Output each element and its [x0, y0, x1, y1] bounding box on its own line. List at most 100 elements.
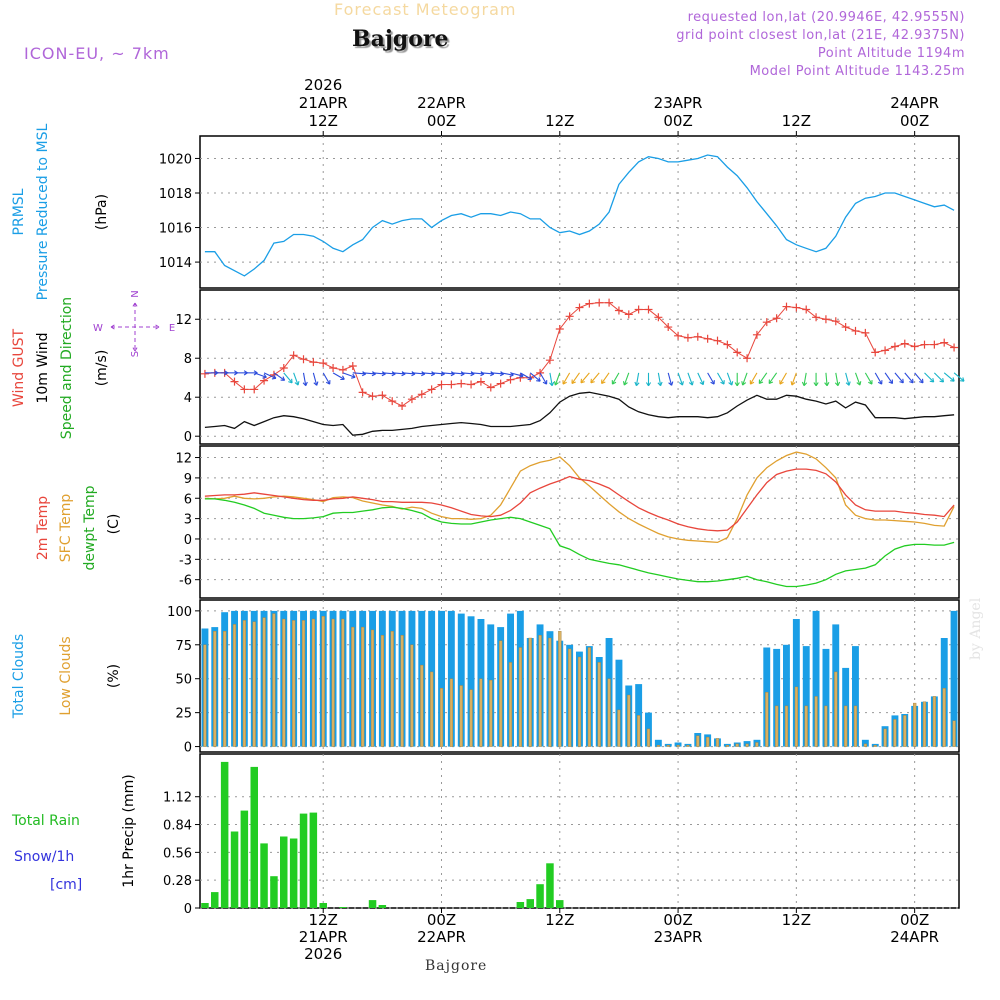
wind-direction-arrow [500, 372, 514, 376]
wind-frame [199, 289, 960, 445]
gust-marker [930, 340, 939, 349]
pressure-unit: (hPa) [94, 194, 110, 230]
low-cloud-bar [873, 745, 877, 747]
wind-direction-arrow [293, 372, 299, 386]
low-cloud-bar [765, 692, 769, 747]
wind-direction-arrow [667, 372, 673, 386]
low-cloud-bar [834, 671, 838, 747]
low-cloud-bar [735, 743, 739, 747]
gust-marker [368, 392, 377, 401]
y-tick-label: 4 [184, 391, 192, 406]
temp-label-2m: 2m Temp [35, 496, 51, 560]
low-cloud-bar [301, 620, 306, 747]
top-time-label: 2026 [304, 76, 342, 94]
y-tick-label: -6 [179, 574, 192, 589]
low-cloud-bar [883, 728, 887, 747]
gust-marker [693, 332, 702, 341]
gust-marker [713, 336, 722, 345]
gust-marker [910, 342, 919, 351]
low-cloud-bar [952, 720, 956, 747]
gust-marker [338, 365, 347, 374]
wind-direction-arrow [480, 372, 494, 375]
total-cloud-bar [950, 610, 958, 747]
rain-bar [309, 812, 318, 908]
low-cloud-bar [272, 613, 276, 747]
wind-arrow-head [768, 379, 774, 385]
temperature-frame [199, 445, 960, 599]
bottom-time-label: 23APR [654, 928, 703, 946]
y-tick-label: 0.84 [163, 819, 192, 834]
gust-marker [644, 305, 653, 314]
wind-arrow-head [939, 377, 945, 383]
wind-direction-arrow [411, 372, 425, 375]
compass-south: S [130, 351, 141, 357]
wind-arrow-head [888, 379, 894, 385]
gust-marker [437, 380, 446, 389]
wind-arrow-head [960, 377, 965, 382]
wind-direction-arrow [687, 372, 693, 386]
wind-direction-arrow [263, 372, 277, 379]
gust-marker [348, 362, 357, 371]
y-tick-label: 12 [175, 313, 192, 328]
gust-marker [664, 323, 673, 332]
compass-arrows [110, 302, 160, 352]
low-cloud-bar [380, 635, 384, 747]
wind-direction-arrow [933, 372, 944, 383]
low-cloud-bar [715, 738, 720, 747]
low-cloud-bar [607, 678, 611, 747]
wind-arrow-head [351, 373, 356, 379]
wind-direction-arrow [707, 372, 715, 385]
gust-marker [506, 375, 515, 384]
gust-marker [595, 298, 604, 307]
low-cloud-bar [656, 745, 660, 747]
total-cloud-bar [773, 648, 781, 747]
rain-bar [319, 903, 327, 908]
wind-direction-arrow [924, 372, 935, 383]
y-tick-label: 25 [175, 707, 192, 722]
wind-direction-arrow [635, 372, 640, 386]
wind-direction-arrow [571, 372, 580, 384]
wind-arrow-head [645, 382, 652, 387]
low-cloud-bar [922, 701, 927, 747]
gust-marker [792, 303, 801, 312]
wind-direction-arrow [845, 372, 850, 386]
bottom-time-label: 12Z [782, 911, 811, 929]
compass-north: N [130, 290, 141, 297]
low-cloud-bar [459, 685, 463, 747]
compass-east: E [169, 323, 175, 334]
footer-location: Bajgore [425, 958, 488, 974]
wind-direction-arrow [717, 372, 725, 385]
gust-marker [585, 299, 594, 308]
wind-arrow-head [325, 380, 331, 385]
gust-marker [851, 326, 860, 335]
y-tick-label: 75 [175, 639, 192, 654]
wind-direction-arrow [382, 372, 396, 375]
low-cloud-bar [479, 678, 483, 747]
wind-direction-arrow [273, 372, 285, 381]
wind-direction-arrow [953, 372, 965, 382]
y-tick-label: 6 [184, 492, 192, 507]
wind-arrow-head [699, 380, 705, 386]
low-cloud-bar [844, 705, 848, 747]
wind-arrow-head [340, 375, 345, 381]
low-cloud-bar [242, 620, 246, 747]
rain-bar [536, 884, 544, 908]
gust-marker [614, 306, 623, 315]
low-cloud-bar [420, 664, 424, 747]
wind-direction-arrow [421, 372, 435, 375]
pressure-panel: 1014 1016 1018 1020 [159, 135, 960, 289]
top-time-label: 22APR [417, 94, 466, 112]
wind-arrow-head [562, 380, 567, 385]
gust-marker [388, 397, 397, 406]
total-cloud-bar [438, 610, 445, 747]
gust-marker [427, 385, 436, 394]
y-tick-label: 1014 [159, 256, 192, 271]
wind-direction-arrow [539, 372, 548, 385]
total-cloud-bar [861, 739, 869, 747]
low-cloud-bar [942, 688, 946, 747]
bottom-time-label: 24APR [890, 928, 939, 946]
low-cloud-bar [775, 705, 779, 747]
wind-arrow-head [758, 379, 764, 385]
rain-bar [270, 876, 278, 908]
low-cloud-bar [361, 626, 365, 747]
